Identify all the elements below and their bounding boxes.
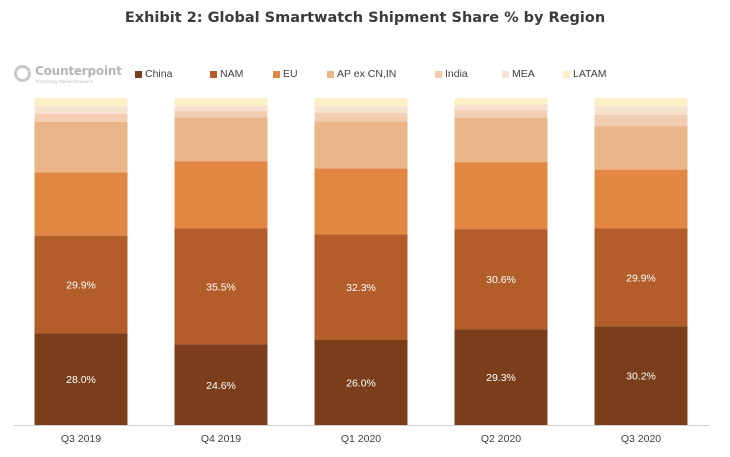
- bar-segment-latam-q4-2019: [174, 98, 268, 106]
- bar-segment-india-q3-2019: [34, 113, 128, 122]
- data-label-china-q1-2020: 26.0%: [346, 377, 376, 389]
- bar-segment-china-q3-2019: [34, 333, 128, 425]
- legend-swatch-eu: [273, 71, 280, 78]
- bar-segment-ap-ex-cn-in-q3-2019: [34, 121, 128, 173]
- legend-label-india: India: [445, 68, 468, 80]
- bar-segment-nam-q1-2020: [314, 234, 408, 340]
- bar-segment-nam-q3-2020: [594, 228, 688, 327]
- counterpoint-logo: Counterpoint Technology Market Research: [14, 63, 122, 93]
- bar-segment-china-q2-2020: [454, 329, 548, 425]
- legend-label-ap-ex-cn-in: AP ex CN,IN: [337, 68, 397, 80]
- x-tick-label-q3-2019: Q3 2019: [61, 433, 101, 445]
- bar-segment-china-q1-2020: [314, 339, 408, 425]
- bar-segment-ap-ex-cn-in-q4-2019: [174, 117, 268, 162]
- data-label-china-q4-2019: 24.6%: [206, 380, 236, 392]
- bar-segment-eu-q1-2020: [314, 168, 408, 235]
- legend-swatch-mea: [502, 71, 509, 78]
- legend-label-mea: MEA: [512, 68, 535, 80]
- legend-label-china: China: [145, 68, 173, 80]
- x-tick-label-q1-2020: Q1 2020: [341, 433, 381, 445]
- bar-segment-latam-q3-2019: [34, 98, 128, 107]
- data-label-nam-q2-2020: 30.6%: [486, 274, 516, 286]
- bar-segment-nam-q3-2019: [34, 235, 128, 334]
- legend-label-latam: LATAM: [573, 68, 607, 80]
- bar-segment-nam-q2-2020: [454, 229, 548, 330]
- bar-segment-india-q4-2019: [174, 111, 268, 118]
- bar-segment-latam-q1-2020: [314, 98, 408, 107]
- bar-segment-mea-q4-2019: [174, 105, 268, 112]
- bar-segment-india-q1-2020: [314, 113, 408, 122]
- bar-segment-mea-q3-2020: [594, 106, 688, 115]
- bar-segment-india-q2-2020: [454, 110, 548, 118]
- data-label-nam-q1-2020: 32.3%: [346, 282, 376, 294]
- chart-title: Exhibit 2: Global Smartwatch Shipment Sh…: [124, 10, 606, 26]
- bar-segment-ap-ex-cn-in-q1-2020: [314, 121, 408, 169]
- bar-segment-ap-ex-cn-in-q2-2020: [454, 117, 548, 163]
- legend-swatch-ap-ex-cn-in: [327, 71, 334, 78]
- bar-segment-ap-ex-cn-in-q3-2020: [594, 126, 688, 170]
- data-label-nam-q3-2019: 29.9%: [66, 280, 96, 292]
- bar-segment-china-q4-2019: [174, 344, 268, 425]
- data-label-nam-q3-2020: 29.9%: [626, 272, 656, 284]
- x-tick-label-q2-2020: Q2 2020: [481, 433, 521, 445]
- bar-segment-eu-q3-2020: [594, 169, 688, 229]
- bar-segment-latam-q2-2020: [454, 98, 548, 105]
- bar-segment-mea-q2-2020: [454, 104, 548, 111]
- legend-swatch-nam: [210, 71, 217, 78]
- logo-circle-icon: [14, 65, 31, 82]
- legend-swatch-latam: [563, 71, 570, 78]
- bar-segment-india-q3-2020: [594, 114, 688, 127]
- legend-label-eu: EU: [283, 68, 298, 80]
- bar-segment-eu-q3-2019: [34, 172, 128, 236]
- data-label-nam-q4-2019: 35.5%: [206, 282, 236, 294]
- bar-segment-eu-q2-2020: [454, 162, 548, 230]
- legend-swatch-india: [435, 71, 442, 78]
- legend-label-nam: NAM: [220, 68, 244, 80]
- bar-segment-china-q3-2020: [594, 326, 688, 425]
- bar-segment-latam-q3-2020: [594, 98, 688, 107]
- x-tick-label-q3-2020: Q3 2020: [621, 433, 661, 445]
- x-tick-label-q4-2019: Q4 2019: [201, 433, 241, 445]
- logo-name: Counterpoint: [35, 64, 122, 78]
- data-label-china-q3-2019: 28.0%: [66, 374, 96, 386]
- legend-swatch-china: [135, 71, 142, 78]
- logo-tagline: Technology Market Research: [35, 79, 94, 84]
- bar-segment-nam-q4-2019: [174, 228, 268, 345]
- bar-segment-mea-q1-2020: [314, 106, 408, 114]
- bar-segment-mea-q3-2019: [34, 106, 128, 114]
- bar-segment-eu-q4-2019: [174, 161, 268, 229]
- data-label-china-q3-2020: 30.2%: [626, 371, 656, 383]
- data-label-china-q2-2020: 29.3%: [486, 372, 516, 384]
